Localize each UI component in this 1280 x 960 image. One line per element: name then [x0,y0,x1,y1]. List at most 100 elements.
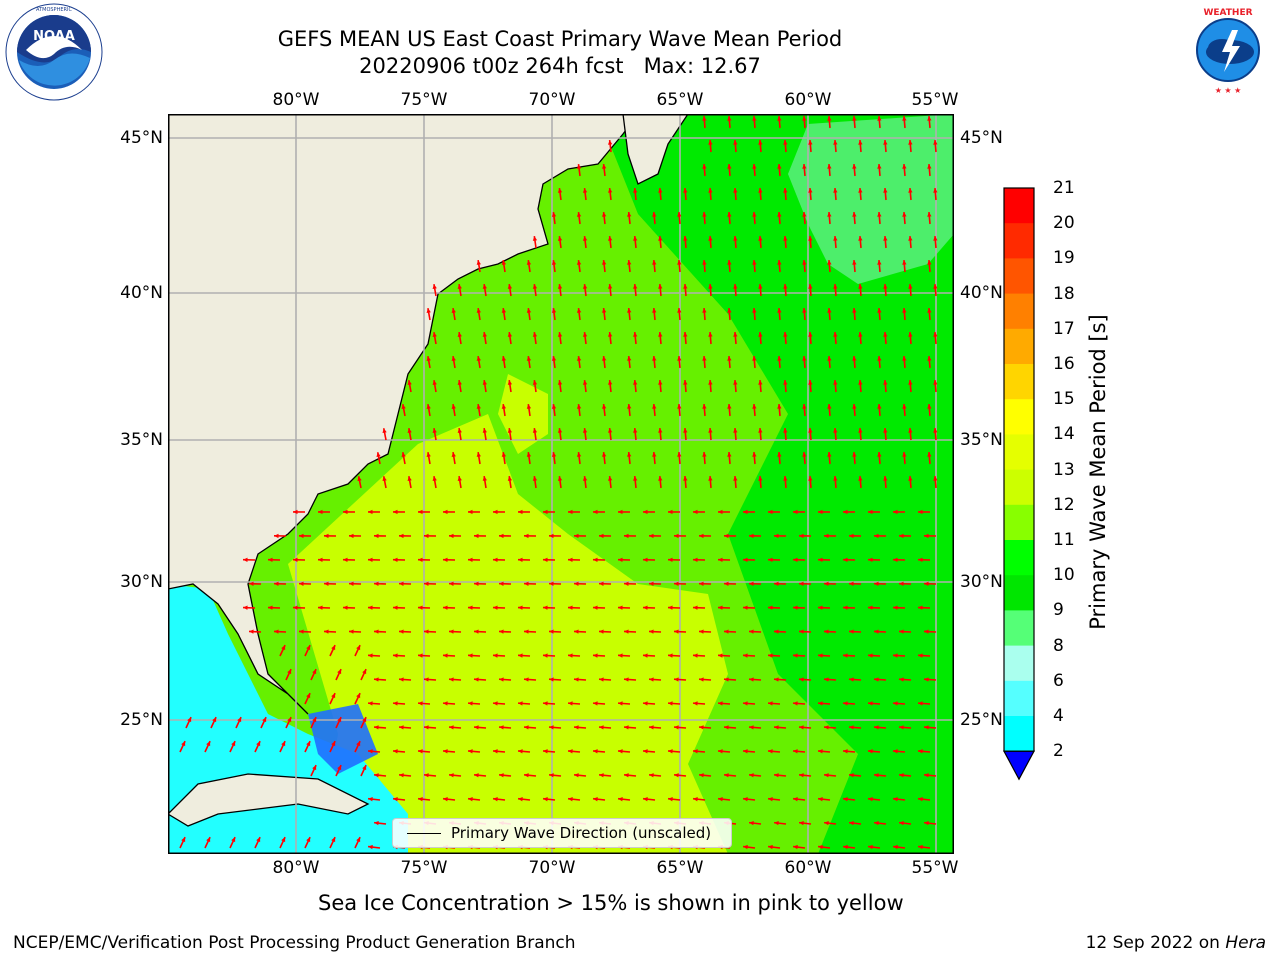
wave-arrow-head [818,749,823,754]
wave-arrow-head [476,260,481,265]
wave-arrow-head [852,356,857,361]
wave-arrow-head [774,773,779,778]
wave-arrow-head [468,701,473,706]
wave-arrow-head [858,140,863,145]
wave-arrow-head [633,188,638,193]
wave-arrow-head [827,212,832,217]
wave-arrow-head [281,741,286,747]
wave-arrow-head [908,380,913,385]
lat-label-right-30n: 30°N [960,572,1003,592]
colorbar-extend-triangle [1002,750,1036,781]
wave-arrow-head [268,557,273,563]
wave-arrow-head [783,236,788,241]
colorbar-tick-label: 21 [1053,178,1075,198]
wave-arrow-head [849,820,854,826]
lon-label-bottom-80w: 80°W [272,858,320,878]
wave-arrow-head [449,773,454,778]
colorbar-tick-label: 20 [1053,213,1075,234]
wave-arrow-head [468,653,473,658]
wave-arrow-head [733,428,738,433]
colorbar-tick-label: 10 [1053,565,1075,586]
wave-arrow-head [908,140,913,145]
wave-arrow-head [549,773,554,778]
wave-arrow-head [368,844,373,850]
wave-arrow-head [451,452,456,457]
wave-arrow-head [468,557,473,563]
wave-arrow-head [557,428,563,433]
wave-arrow-head [693,605,698,610]
wave-arrow-head [808,476,813,481]
colorbar-tick-label: 13 [1053,459,1075,480]
wave-arrow-head [607,380,613,385]
wave-arrow-head [652,356,657,361]
lat-label-left-45n: 45°N [120,128,163,148]
colorbar-tick-label: 9 [1053,600,1064,621]
wave-arrow-head [824,725,829,730]
wave-arrow-head [474,533,479,539]
wave-arrow-head [874,725,879,730]
wave-arrow-head [893,844,898,850]
wave-arrow-head [574,629,579,634]
wave-arrow-head [858,380,863,385]
wave-arrow-head [457,380,462,385]
wave-arrow-head [818,844,823,850]
colorbar-band [1004,469,1034,506]
wave-arrow-head [749,677,754,682]
wave-arrow-head [849,629,854,634]
wave-arrow-head [601,356,607,361]
wave-arrow-head [443,749,448,754]
wave-arrow-head [468,605,473,610]
wave-arrow-head [418,653,423,658]
wave-arrow-head [808,332,813,337]
wave-arrow-head [902,164,907,169]
wave-arrow-head [758,476,763,481]
lat-label-right-25n: 25°N [960,710,1003,730]
wave-arrow-head [543,557,548,563]
wave-arrow-head [237,717,242,723]
wave-arrow-head [493,653,498,658]
wave-arrow-head [633,284,638,289]
wave-arrow-head [457,476,462,481]
wave-arrow-head [633,476,638,481]
lat-label-left-35n: 35°N [120,430,163,450]
wave-arrow-head [331,741,336,747]
wave-arrow-head [718,701,723,706]
wave-arrow-head [708,188,713,193]
wave-arrow-head [476,452,481,457]
wave-arrow-head [702,404,707,409]
wave-arrow-head [624,773,629,778]
colorbar-band [1004,645,1034,682]
wave-arrow-head [526,260,532,265]
colorbar-tick-label: 15 [1053,389,1075,410]
wave-arrow-head [568,557,573,563]
wave-arrow-head [624,677,629,682]
wave-arrow-head [777,116,782,121]
wave-arrow-head [793,749,798,754]
wave-arrow-head [824,629,829,634]
lon-label-bottom-60w: 60°W [784,858,832,878]
wave-arrow-head [918,844,923,850]
lon-label-top-80w: 80°W [272,90,320,110]
wave-arrow-head [349,581,354,586]
wave-arrow-head [749,773,754,778]
wave-arrow-head [306,837,311,843]
wave-arrow-head [474,629,479,634]
wave-arrow-head [643,749,648,754]
wave-arrow-head [858,428,863,433]
wave-arrow-head [418,701,423,706]
wave-arrow-head [727,404,732,409]
wave-arrow-head [524,677,529,682]
wave-arrow-head [482,428,487,433]
wave-arrow-head [902,404,907,409]
colorbar-band [1004,575,1034,611]
wave-arrow-head [802,452,807,457]
wave-arrow-head [683,188,688,193]
wave-arrow-head [658,476,663,481]
wave-arrow-head [274,581,279,586]
wave-arrow-head [827,116,832,121]
wave-arrow-head [833,332,838,337]
colorbar-band [1004,188,1034,224]
wave-arrow-head [658,428,663,433]
wave-arrow-head [551,404,557,409]
wave-arrow-head [399,677,404,682]
